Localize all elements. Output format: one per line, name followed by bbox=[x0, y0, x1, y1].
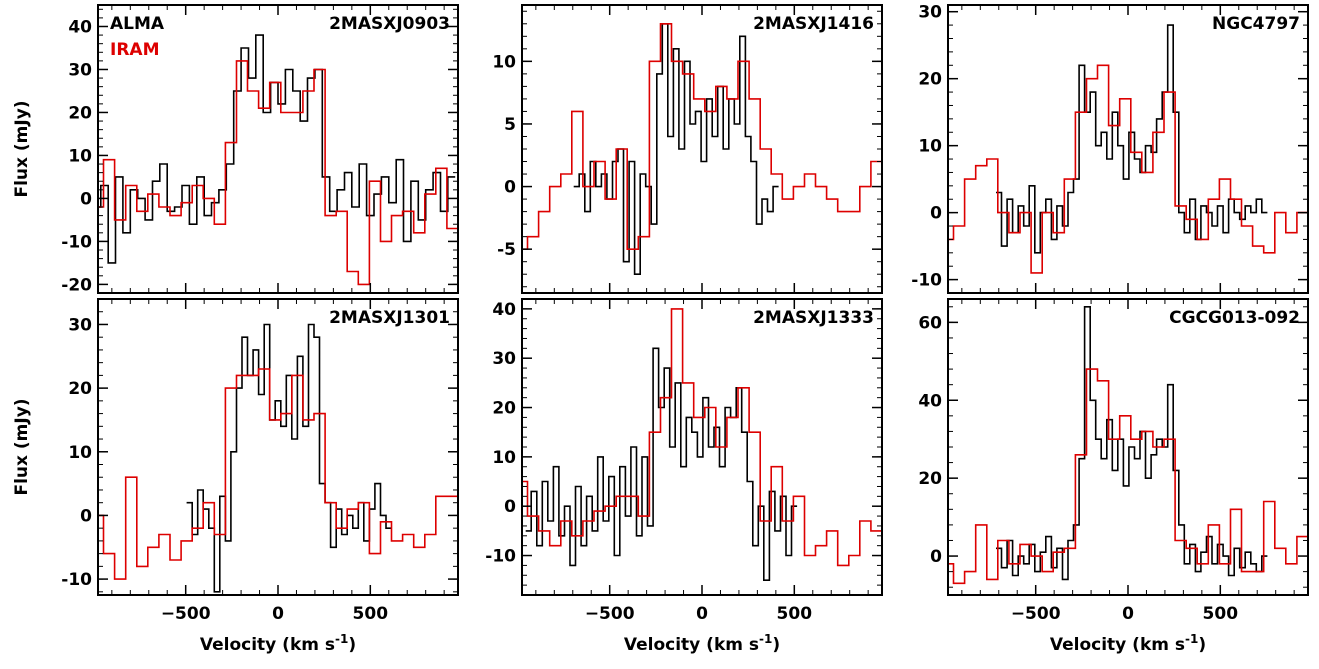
y-tick-label: 20 bbox=[918, 70, 942, 90]
x-axis-label-sup: -1 bbox=[759, 632, 772, 646]
y-tick-label: 20 bbox=[68, 379, 92, 399]
y-axis-label: Flux (mJy) bbox=[12, 100, 32, 197]
panel-title: 2MASXJ1333 bbox=[753, 308, 874, 328]
series-alma bbox=[98, 34, 456, 264]
series-alma bbox=[996, 24, 1268, 254]
panel-2masxj1416: -5 0 5 10 2MASXJ1416 bbox=[492, 4, 883, 294]
legend-iram: IRAM bbox=[110, 40, 160, 60]
x-axis-label-main: Velocity (km s bbox=[624, 635, 759, 655]
x-tick-label: 500 bbox=[777, 604, 813, 624]
panel-cgcg013-092: 0 20 40 60 −500 0 500 CGCG013-092 Velocity (km s… bbox=[918, 298, 1309, 655]
y-tick-label: 20 bbox=[68, 103, 92, 123]
series-alma bbox=[186, 323, 392, 593]
y-tick-label: -10 bbox=[485, 547, 516, 567]
panel-title: CGCG013-092 bbox=[1169, 308, 1300, 328]
y-tick-label: 0 bbox=[80, 506, 92, 526]
y-tick-label: 10 bbox=[492, 448, 516, 468]
y-tick-label: 30 bbox=[918, 3, 942, 23]
series-iram bbox=[98, 60, 458, 286]
y-tick-label: 10 bbox=[68, 146, 92, 166]
x-tick-label: 500 bbox=[1203, 604, 1239, 624]
x-axis-label-main: Velocity (km s bbox=[200, 635, 335, 655]
y-tick-label: 5 bbox=[504, 115, 516, 135]
y-tick-label: 20 bbox=[492, 399, 516, 419]
y-tick-label: -5 bbox=[497, 240, 516, 260]
panel-title: 2MASXJ0903 bbox=[329, 14, 450, 34]
x-tick-label: −500 bbox=[1011, 604, 1061, 624]
y-tick-label: -10 bbox=[911, 271, 942, 291]
plot-frame bbox=[97, 298, 459, 596]
y-tick-label: 0 bbox=[930, 547, 942, 567]
x-axis-label: Velocity (km s-1) bbox=[200, 632, 356, 655]
series-alma bbox=[996, 306, 1268, 581]
y-tick-label: 40 bbox=[492, 300, 516, 320]
y-tick-label: 30 bbox=[492, 349, 516, 369]
panel-2masxj1301: -10 0 10 20 30 −500 0 500 2MASXJ1301 Flux (mJy) Ve… bbox=[12, 298, 459, 655]
panel-title: NGC4797 bbox=[1212, 14, 1300, 34]
y-tick-label: 0 bbox=[80, 189, 92, 209]
x-tick-label: 500 bbox=[353, 604, 389, 624]
panel-title: 2MASXJ1416 bbox=[753, 14, 874, 34]
series-iram bbox=[98, 368, 458, 580]
y-tick-label: 60 bbox=[918, 313, 942, 333]
y-tick-label: -10 bbox=[61, 232, 92, 252]
series-iram bbox=[522, 308, 882, 567]
y-tick-label: 10 bbox=[68, 443, 92, 463]
series-iram bbox=[522, 23, 882, 250]
x-tick-label: −500 bbox=[161, 604, 211, 624]
plot-frame bbox=[947, 4, 1309, 294]
y-tick-label: 0 bbox=[930, 204, 942, 224]
x-axis-label: Velocity (km s-1) bbox=[624, 632, 780, 655]
y-tick-label: -20 bbox=[61, 275, 92, 295]
x-tick-label: 0 bbox=[1122, 604, 1134, 624]
series-iram bbox=[948, 368, 1308, 585]
x-axis-label-close: ) bbox=[1198, 635, 1206, 655]
y-tick-label: 40 bbox=[68, 17, 92, 37]
x-axis-label-main: Velocity (km s bbox=[1050, 635, 1185, 655]
panel-2masxj0903: -20 -10 0 10 20 30 40 2MASXJ0903 Flux (mJy) ALMA I… bbox=[12, 4, 459, 295]
y-tick-label: 0 bbox=[504, 497, 516, 517]
y-tick-label: 10 bbox=[492, 52, 516, 72]
x-tick-label: −500 bbox=[585, 604, 635, 624]
y-tick-label: 10 bbox=[918, 137, 942, 157]
y-tick-label: 30 bbox=[68, 315, 92, 335]
legend-alma: ALMA bbox=[110, 14, 165, 34]
x-axis-label-sup: -1 bbox=[335, 632, 348, 646]
panel-2masxj1333: -10 0 10 20 30 40 −500 0 500 2MASXJ1333 Velocity (… bbox=[485, 298, 883, 655]
series-iram bbox=[948, 64, 1308, 274]
x-axis-label-sup: -1 bbox=[1185, 632, 1198, 646]
y-tick-label: 30 bbox=[68, 60, 92, 80]
panel-title: 2MASXJ1301 bbox=[329, 308, 450, 328]
x-axis-label: Velocity (km s-1) bbox=[1050, 632, 1206, 655]
x-tick-label: 0 bbox=[696, 604, 708, 624]
y-tick-label: 20 bbox=[918, 469, 942, 489]
x-axis-label-close: ) bbox=[348, 635, 356, 655]
y-axis-label: Flux (mJy) bbox=[12, 398, 32, 495]
y-tick-label: 0 bbox=[504, 178, 516, 198]
x-axis-label-close: ) bbox=[772, 635, 780, 655]
panel-ngc4797: -10 0 10 20 30 NGC4797 bbox=[911, 3, 1309, 294]
y-tick-label: -10 bbox=[61, 570, 92, 590]
y-tick-label: 40 bbox=[918, 391, 942, 411]
series-alma bbox=[525, 347, 798, 581]
x-tick-label: 0 bbox=[272, 604, 284, 624]
plot-frame bbox=[521, 4, 883, 294]
